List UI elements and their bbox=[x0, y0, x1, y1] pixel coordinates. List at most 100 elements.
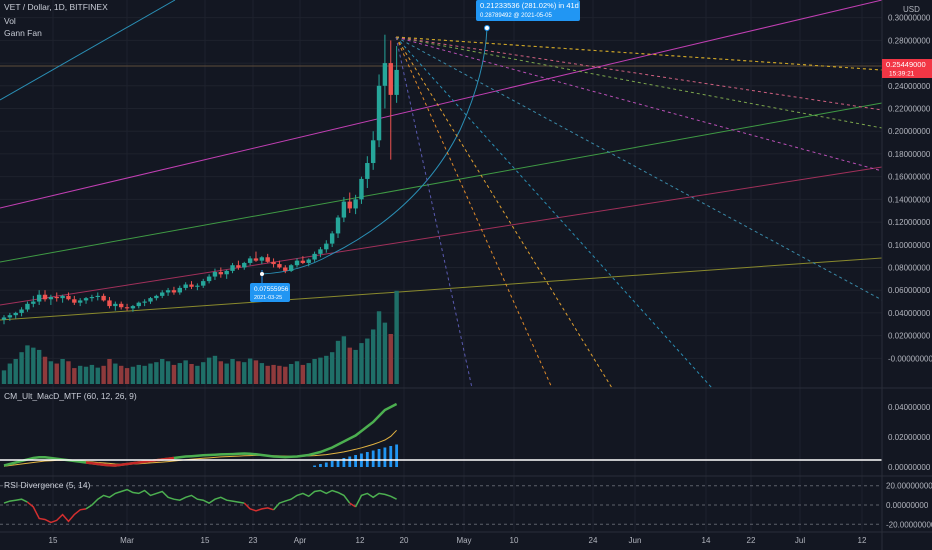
rsi-tick-label: -20.00000000 bbox=[886, 520, 932, 529]
currency-label[interactable]: USD bbox=[903, 5, 920, 14]
macd-histogram-bar bbox=[330, 461, 334, 467]
volume-bar bbox=[113, 363, 118, 384]
volume-bar bbox=[335, 340, 341, 384]
rsi-panel[interactable] bbox=[0, 485, 882, 525]
volume-bar bbox=[183, 360, 188, 384]
candle-body bbox=[201, 281, 206, 286]
volume-bar bbox=[382, 322, 388, 384]
candle-body bbox=[312, 253, 317, 260]
volume-bar bbox=[206, 357, 212, 384]
volume-bar bbox=[160, 359, 165, 384]
volume-bar bbox=[1, 370, 7, 384]
volume-bar bbox=[25, 345, 30, 384]
time-tick-label: Jun bbox=[629, 536, 642, 545]
candle-body bbox=[60, 295, 65, 299]
volume-bar bbox=[312, 359, 317, 384]
current-price-tag[interactable]: 0.25449000 15:39:21 bbox=[882, 59, 932, 78]
candle-body bbox=[189, 284, 194, 287]
gann-fan-ray bbox=[395, 36, 883, 301]
candle-body bbox=[329, 233, 335, 244]
macd-histogram-bar bbox=[377, 449, 381, 467]
candle-body bbox=[77, 300, 83, 303]
volume-bar bbox=[19, 352, 24, 384]
candle-body bbox=[359, 178, 364, 200]
candle-body bbox=[242, 262, 247, 268]
candle-body bbox=[66, 295, 71, 300]
candle-body bbox=[154, 295, 159, 299]
price-tick-label: 0.28000000 bbox=[888, 36, 931, 45]
time-tick-label: 10 bbox=[510, 536, 519, 545]
legend-macd[interactable]: CM_Ult_MacD_MTF (60, 12, 26, 9) bbox=[4, 391, 137, 401]
bar-countdown: 15:39:21 bbox=[889, 71, 915, 78]
projection-target: 0.28789492 @ 2021-05-05 bbox=[480, 13, 552, 19]
low-price-label[interactable]: 0.07555956 2021-03-25 bbox=[250, 270, 290, 302]
volume-bar bbox=[119, 365, 124, 384]
candle-body bbox=[353, 199, 358, 209]
macd-tick-label: 0.02000000 bbox=[888, 433, 931, 442]
price-tick-label: 0.02000000 bbox=[888, 332, 931, 341]
candle-body bbox=[165, 290, 171, 293]
price-tick-label: 0.10000000 bbox=[888, 241, 931, 250]
time-tick-label: 20 bbox=[400, 536, 409, 545]
candle-body bbox=[224, 270, 229, 275]
time-tick-label: Jul bbox=[795, 536, 805, 545]
candle-body bbox=[130, 306, 136, 309]
volume-bar bbox=[224, 363, 229, 384]
volume-bar bbox=[54, 363, 59, 384]
candle-body bbox=[7, 315, 13, 318]
macd-histogram-bar bbox=[336, 459, 340, 467]
gann-fan-ray bbox=[395, 36, 553, 389]
volume-bar bbox=[230, 359, 235, 384]
rsi-line bbox=[273, 489, 351, 511]
candle-body bbox=[95, 295, 100, 298]
volume-bar bbox=[388, 334, 393, 384]
candle-body bbox=[107, 300, 112, 307]
macd-histogram-bar bbox=[354, 455, 357, 467]
trend-line-pink bbox=[0, 166, 883, 306]
legend-symbol[interactable]: VET / Dollar, 1D, BITFINEX bbox=[4, 2, 108, 12]
candle-body bbox=[54, 297, 59, 299]
low-price-date: 2021-03-25 bbox=[254, 295, 282, 301]
candle-body bbox=[13, 312, 18, 316]
legend-volume[interactable]: Vol bbox=[4, 16, 16, 26]
volume-bar bbox=[42, 356, 48, 384]
time-tick-label: 24 bbox=[589, 536, 598, 545]
macd-histogram-bar bbox=[319, 464, 322, 467]
candle-body bbox=[376, 85, 382, 141]
legend-rsi[interactable]: RSI Divergence (5, 14) bbox=[4, 480, 91, 490]
candle-body bbox=[113, 303, 118, 307]
volume-bar bbox=[283, 366, 288, 384]
volume-bar bbox=[77, 365, 83, 384]
volume-bar bbox=[89, 364, 95, 384]
time-tick-label: Mar bbox=[120, 536, 134, 545]
time-tick-label: 15 bbox=[49, 536, 58, 545]
candle-body bbox=[25, 303, 30, 310]
candle-body bbox=[306, 259, 311, 263]
legend-gann-fan[interactable]: Gann Fan bbox=[4, 28, 42, 38]
volume-bar bbox=[101, 365, 106, 384]
candle-body bbox=[89, 297, 95, 299]
rsi-line bbox=[243, 502, 274, 512]
candle-body bbox=[212, 272, 218, 277]
candle-body bbox=[318, 249, 323, 254]
candle-body bbox=[83, 298, 89, 301]
candle-body bbox=[124, 307, 130, 309]
volume-bar bbox=[177, 363, 182, 384]
projection-label[interactable]: 0.21233536 (281.02%) in 41d 0.28789492 @… bbox=[476, 0, 580, 31]
volume-bar bbox=[341, 336, 347, 384]
candle-body bbox=[72, 299, 77, 303]
volume-bar bbox=[171, 364, 177, 384]
gann-fan-drawing[interactable] bbox=[0, 0, 883, 389]
rsi-line bbox=[85, 488, 245, 510]
time-axis[interactable]: 15 Mar 15 23 Apr 12 20 May 10 24 Jun 14 22 Jul 12 bbox=[49, 536, 867, 545]
gann-fan-ray bbox=[395, 36, 713, 389]
volume-bar bbox=[31, 347, 36, 384]
candle-body bbox=[195, 285, 200, 287]
macd-histogram-bar bbox=[324, 462, 328, 467]
time-tick-label: 14 bbox=[702, 536, 711, 545]
candlestick-series[interactable] bbox=[1, 34, 399, 325]
volume-bar bbox=[48, 361, 54, 384]
price-axis[interactable]: 0.300000000.280000000.260000000.24000000… bbox=[886, 14, 932, 530]
macd-tick-label: 0.04000000 bbox=[888, 403, 931, 412]
